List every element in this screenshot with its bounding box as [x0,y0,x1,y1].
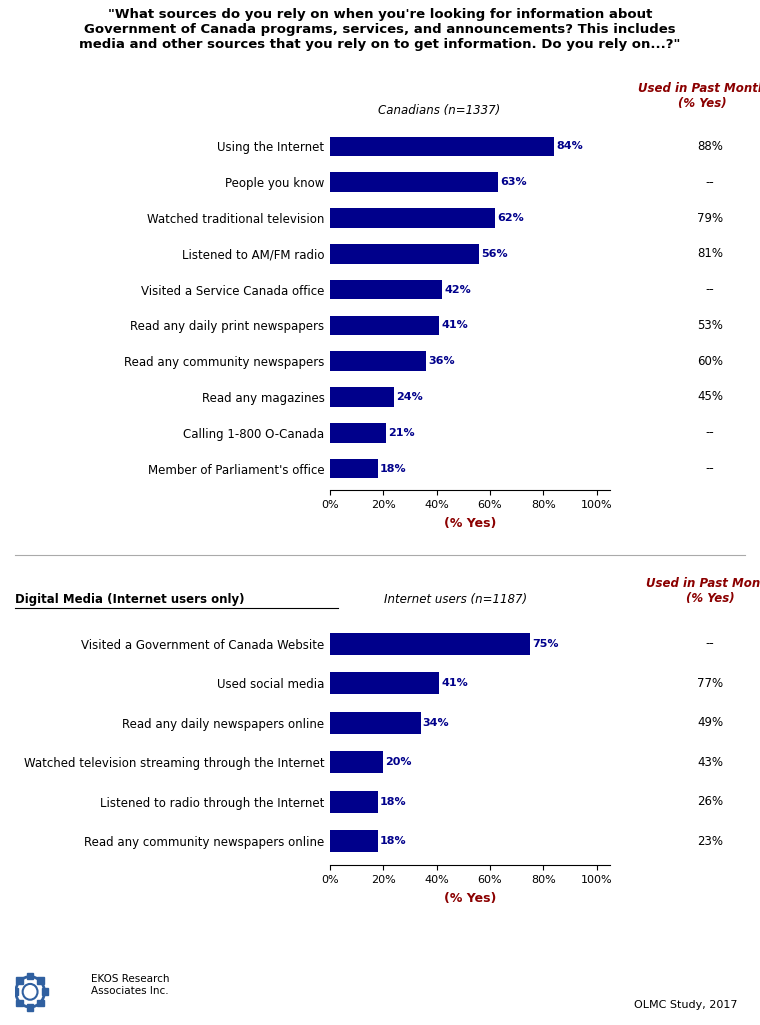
Text: 84%: 84% [556,141,583,152]
Bar [330,208,496,228]
Bar [330,423,386,443]
Bar [12,988,18,995]
Text: 41%: 41% [442,321,468,330]
Text: 34%: 34% [423,718,449,728]
Text: --: -- [705,175,714,189]
X-axis label: (% Yes): (% Yes) [444,892,496,905]
Bar [330,387,394,407]
Bar [330,280,442,299]
Text: --: -- [705,283,714,296]
Text: 36%: 36% [428,356,454,366]
Bar [330,136,554,156]
Text: 49%: 49% [697,716,723,729]
Text: OLMC Study, 2017: OLMC Study, 2017 [634,1000,737,1010]
Text: 45%: 45% [697,391,723,404]
Bar [330,751,383,773]
Text: 88%: 88% [697,140,723,153]
Bar [330,244,480,263]
Text: 18%: 18% [380,463,407,474]
Text: 56%: 56% [482,249,508,259]
Bar [330,172,498,192]
Text: 18%: 18% [380,796,407,807]
X-axis label: (% Yes): (% Yes) [444,517,496,530]
Bar [42,988,48,995]
Bar [17,977,23,984]
Text: Used in Past Month
(% Yes): Used in Past Month (% Yes) [646,577,760,605]
Text: 75%: 75% [532,639,559,649]
Text: 41%: 41% [442,679,468,688]
Bar [330,632,530,655]
Text: Used in Past Month
(% Yes): Used in Past Month (% Yes) [638,82,760,110]
Bar [17,999,23,1007]
Text: 53%: 53% [697,319,723,332]
Text: 23%: 23% [697,834,723,848]
Text: 43%: 43% [697,755,723,769]
Text: "What sources do you rely on when you're looking for information about
Governmen: "What sources do you rely on when you're… [79,8,681,51]
Bar [27,1004,33,1011]
Text: 63%: 63% [500,177,527,188]
Bar [37,977,44,984]
Text: --: -- [705,638,714,650]
Text: 79%: 79% [697,211,723,224]
Bar [37,999,44,1007]
Text: 62%: 62% [498,213,524,223]
Text: --: -- [705,462,714,475]
Bar [330,712,421,734]
Text: 42%: 42% [444,285,471,294]
Text: --: -- [705,426,714,440]
Bar [330,459,378,479]
Text: 20%: 20% [385,757,412,768]
Text: 21%: 21% [388,427,415,438]
Text: Canadians (n=1337): Canadians (n=1337) [378,104,501,117]
Text: 60%: 60% [697,355,723,368]
Bar [330,791,378,813]
Bar [330,316,439,335]
Bar [27,973,33,980]
Text: Internet users (n=1187): Internet users (n=1187) [385,593,527,607]
Text: 26%: 26% [697,795,723,809]
Text: 24%: 24% [396,392,423,402]
Bar [330,672,439,694]
Text: 77%: 77% [697,676,723,690]
Text: 81%: 81% [697,247,723,260]
Bar [330,352,426,371]
Text: 18%: 18% [380,836,407,847]
Text: EKOS Research
Associates Inc.: EKOS Research Associates Inc. [91,974,169,996]
Text: Digital Media (Internet users only): Digital Media (Internet users only) [15,593,245,607]
Circle shape [23,984,37,999]
Bar [330,830,378,852]
